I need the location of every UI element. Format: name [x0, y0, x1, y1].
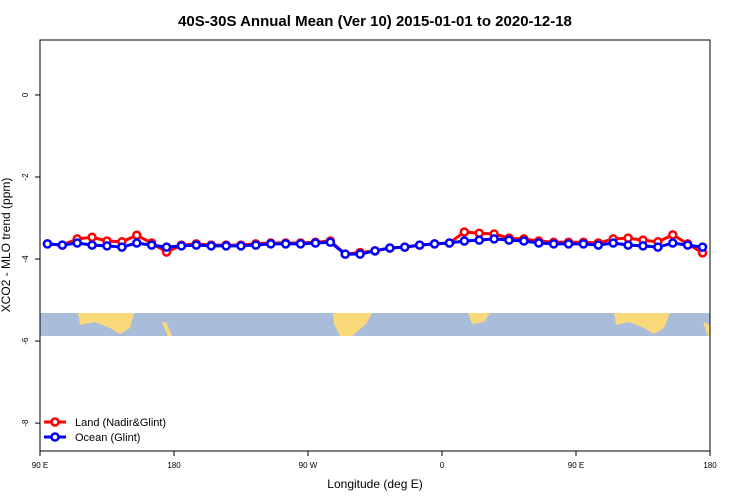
y-tick-label: -2: [21, 173, 30, 181]
point: [206, 241, 216, 251]
point: [638, 241, 648, 251]
point: [548, 239, 559, 249]
ocean-strip: [40, 313, 710, 336]
land-shape: [333, 313, 372, 336]
legend-label: Ocean (Glint): [75, 432, 140, 444]
point: [653, 242, 663, 252]
x-tick-label: 90 E: [568, 461, 584, 470]
point: [534, 238, 544, 248]
x-tick-label: 90 E: [32, 461, 48, 470]
point: [414, 240, 425, 250]
point: [668, 230, 678, 240]
point: [593, 240, 604, 250]
y-axis-label: XCO2 - MLO trend (ppm): [0, 178, 13, 313]
point: [400, 242, 410, 252]
land-shape: [703, 322, 710, 336]
point: [459, 236, 470, 246]
point: [310, 238, 321, 248]
point: [355, 249, 365, 259]
point: [266, 239, 276, 249]
legend-marker: [50, 432, 60, 442]
point: [623, 240, 633, 250]
point: [280, 239, 291, 249]
point: [176, 241, 187, 251]
plot-frame: [39, 39, 711, 452]
y-tick-label: 0: [21, 92, 30, 97]
point: [87, 232, 97, 243]
point: [236, 241, 246, 251]
point: [87, 240, 97, 250]
point: [221, 241, 231, 251]
point: [132, 238, 142, 248]
point: [444, 238, 455, 248]
x-tick-label: 0: [440, 461, 445, 470]
point: [117, 242, 127, 252]
y-tick-label: -6: [21, 337, 30, 345]
land-shape: [468, 313, 490, 324]
y-tick-label: -4: [21, 255, 30, 263]
land-shape: [78, 313, 134, 334]
point: [385, 243, 395, 253]
y-tick-label: -8: [21, 419, 30, 427]
point: [146, 240, 157, 250]
point: [578, 239, 589, 249]
point: [102, 241, 112, 251]
legend-label: Land (Nadir&Glint): [75, 417, 166, 429]
point: [72, 238, 82, 248]
point: [459, 227, 470, 237]
land-shape: [614, 313, 670, 334]
x-tick-label: 180: [703, 461, 717, 470]
point: [697, 242, 708, 252]
x-tick-label: 180: [167, 461, 181, 470]
point: [42, 239, 53, 249]
point: [429, 239, 440, 249]
chart-title: 40S-30S Annual Mean (Ver 10) 2015-01-01 …: [178, 13, 572, 30]
point: [668, 238, 678, 248]
point: [325, 237, 336, 247]
point: [132, 230, 142, 240]
series: [42, 234, 708, 259]
map-strip: [40, 313, 710, 336]
point: [682, 240, 693, 250]
point: [295, 239, 306, 249]
legend-marker: [50, 417, 60, 427]
point: [519, 236, 529, 246]
point: [474, 235, 484, 245]
point: [504, 235, 514, 245]
x-axis-label: Longitude (deg E): [327, 477, 422, 491]
point: [489, 234, 499, 244]
point: [161, 242, 172, 252]
point: [340, 249, 350, 259]
point: [563, 239, 574, 249]
point: [57, 240, 68, 250]
x-tick-label: 90 W: [299, 461, 318, 470]
point: [608, 238, 618, 248]
point: [191, 240, 202, 250]
point: [370, 246, 380, 256]
land-shape: [162, 322, 172, 336]
point: [251, 240, 261, 250]
